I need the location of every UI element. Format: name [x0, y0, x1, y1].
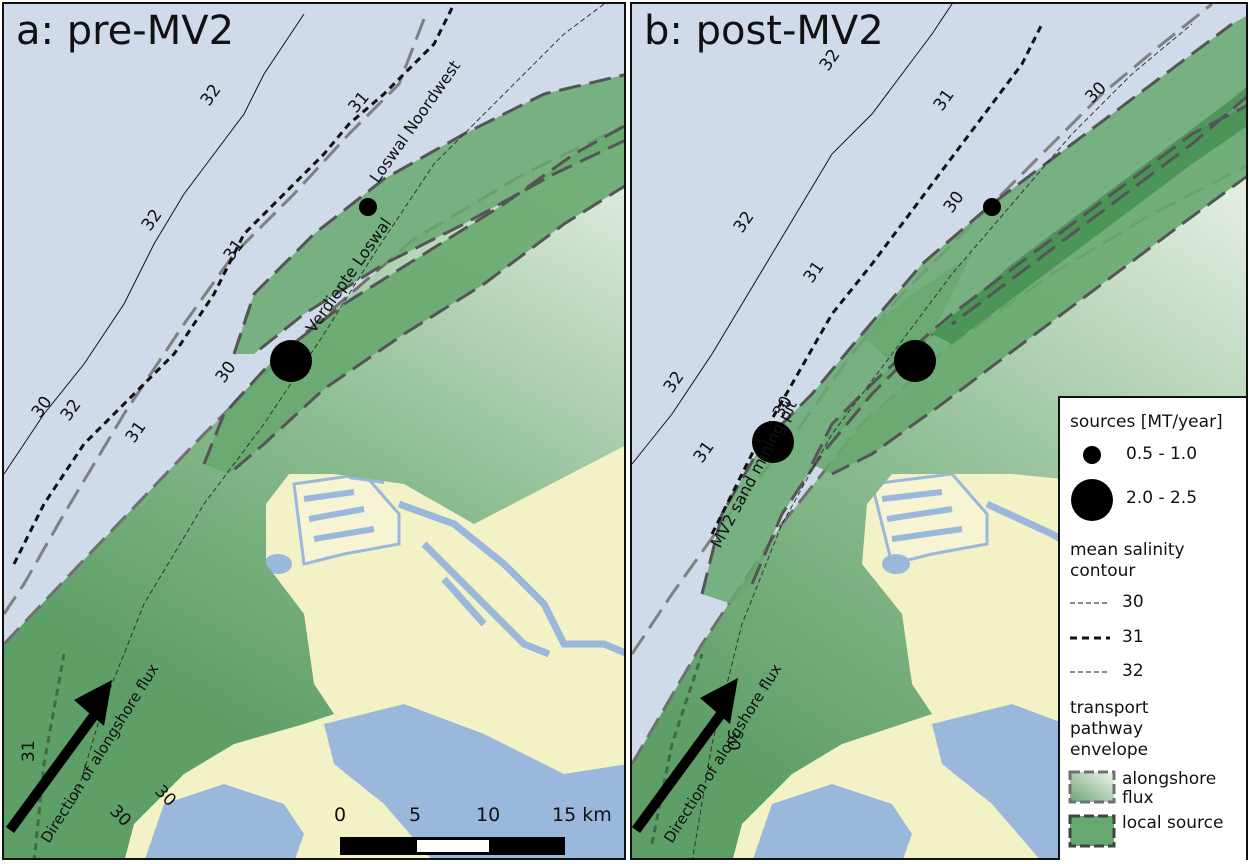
legend-source-large-label: 2.0 - 2.5: [1126, 488, 1198, 508]
local-source-edge-3: [860, 22, 1246, 335]
legend-salinity-30: 30: [1122, 592, 1144, 612]
legend-source-large: [1071, 479, 1113, 521]
flux-arrow-head: [74, 680, 112, 726]
local-source-envelope-nw: [862, 16, 1246, 364]
map-panel-a: 30 30 30 30 31 31 31 31 32 32 32 Loswal …: [2, 2, 626, 860]
scale-tick: 15 km: [552, 804, 612, 826]
river-channels: [397, 500, 624, 658]
legend-sources-title: sources [MT/year]: [1070, 412, 1223, 432]
envelope-edge: [4, 124, 624, 646]
scale-tick: 10: [476, 804, 500, 826]
salinity-contour-31-south: [650, 653, 704, 845]
flux-arrow-shaft: [632, 707, 729, 833]
local-source-edge-2: [202, 124, 624, 476]
legend-salinity-title: mean salinity contour: [1070, 540, 1185, 581]
salinity-contour-31: [12, 4, 456, 565]
source-large-verdiepte: [894, 340, 936, 382]
local-source-edge: [232, 73, 624, 356]
harbour-docks: [303, 489, 375, 542]
panel-title-a: a: pre-MV2: [16, 8, 235, 54]
source-large-verdiepte-loswal: [270, 340, 312, 382]
legend-salinity-31: 31: [1122, 627, 1144, 647]
salinity-contour-32: [4, 13, 305, 475]
legend-envelope-title: transport pathway envelope: [1070, 698, 1149, 760]
salinity-contour-30: [73, 4, 605, 805]
estuary-water: [324, 704, 624, 858]
scale-bar-segment: [417, 840, 489, 852]
contour-label: 30: [723, 729, 743, 751]
legend-local-swatch: [1068, 814, 1116, 848]
local-source-envelope: [234, 74, 624, 354]
legend-alongshore-label: alongshore flux: [1122, 769, 1217, 808]
legend-source-small-label: 0.5 - 1.0: [1126, 444, 1198, 464]
legend-source-small: [1083, 446, 1101, 464]
legend-salinity-32: 32: [1122, 661, 1144, 681]
flux-arrow-shaft: [5, 707, 103, 833]
map-a-canvas: 30 30 30 30 31 31 31 31 32 32 32 Loswal …: [4, 4, 624, 858]
map-legend: sources [MT/year] 0.5 - 1.0 2.0 - 2.5 me…: [1058, 396, 1246, 860]
source-small-loswal-noordwest: [359, 198, 377, 216]
alongshore-flux-envelope: [4, 125, 624, 858]
scale-tick: 5: [409, 804, 421, 826]
lake: [264, 554, 292, 574]
legend-alongshore-swatch: [1068, 770, 1116, 804]
salinity-contour-31-south: [32, 653, 66, 858]
scale-tick: 0: [334, 804, 346, 826]
salinity-contour-32: [632, 4, 953, 465]
source-small: [983, 198, 1001, 216]
salinity-contour-30: [692, 23, 1193, 858]
local-source-edge-2: [810, 104, 1246, 476]
panel-title-b: b: post-MV2: [644, 8, 884, 54]
flux-arrow-head: [700, 678, 738, 724]
map-panel-b: 30 30 30 30 31 31 31 32 32 32 MV2 sand m…: [630, 2, 1248, 860]
legend-symbols: [1068, 446, 1116, 848]
envelope-edge-outer: [4, 18, 426, 615]
alongshore-flux-envelope: [632, 166, 1246, 858]
salinity-contour-31: [710, 23, 1044, 535]
legend-local-label: local source: [1122, 813, 1224, 833]
inlet-water: [145, 784, 304, 858]
harbour-docks: [881, 489, 963, 542]
source-large-mv2: [752, 421, 794, 463]
contour-label: 31: [19, 740, 39, 762]
local-source-envelope-2: [204, 126, 624, 474]
lake: [882, 554, 910, 574]
inlet-water: [753, 784, 912, 858]
